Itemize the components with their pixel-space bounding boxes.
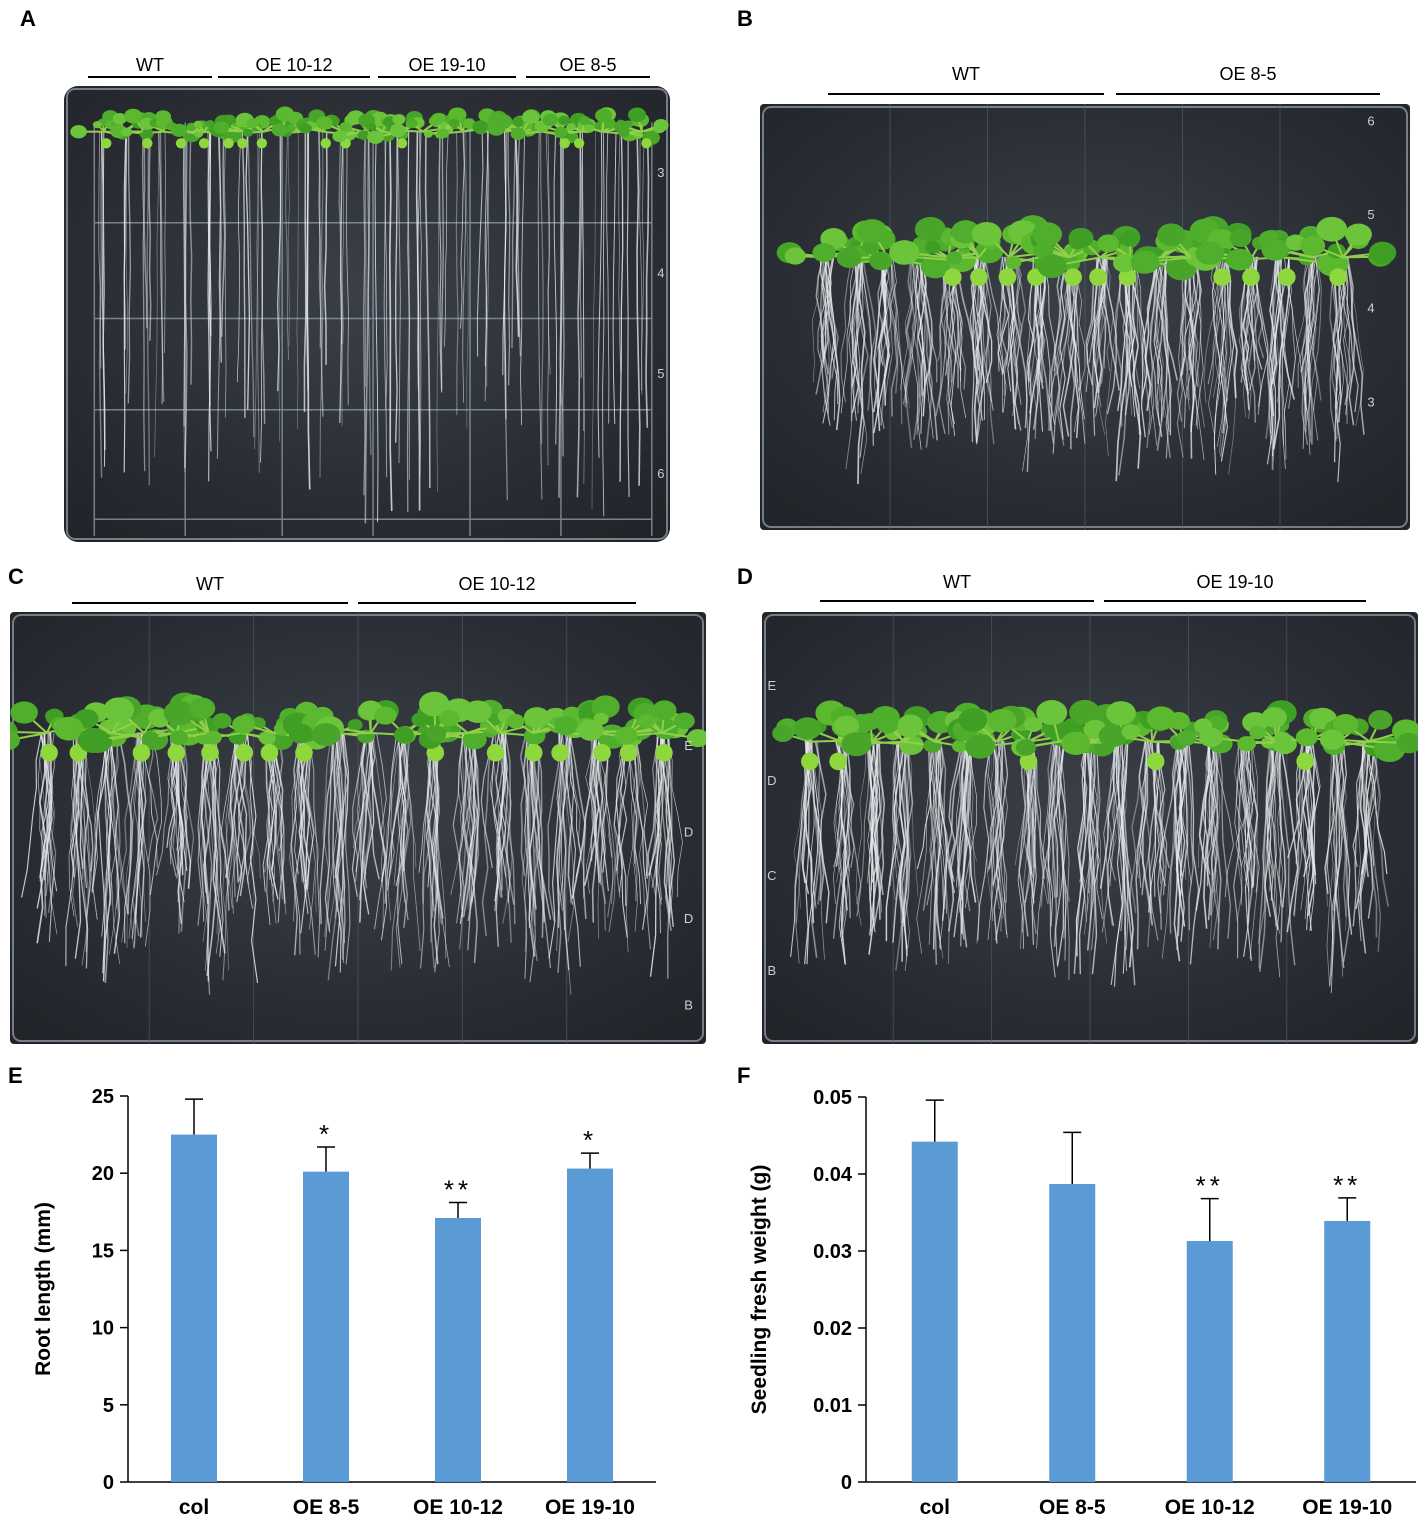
- panel-letter-d: D: [737, 564, 753, 590]
- panel-d-plate-photo: E D C B: [762, 612, 1418, 1044]
- ruler-mark: B: [684, 997, 693, 1012]
- ruler-mark: 3: [657, 165, 664, 180]
- panel-a-group-label-2: OE 10-12: [218, 55, 370, 76]
- ruler-mark: 6: [657, 466, 664, 481]
- bar: [912, 1142, 958, 1482]
- plate-background: [64, 86, 670, 542]
- error-bar: [185, 1099, 203, 1135]
- photo-b-svg: 6 5 4 3: [760, 104, 1410, 530]
- error-bar: [317, 1147, 335, 1172]
- significance-label: *: [583, 1125, 597, 1155]
- ruler-mark: E: [768, 678, 777, 693]
- x-tick-label: col: [179, 1496, 209, 1519]
- panel-b-group-line-1: [828, 93, 1104, 95]
- panel-d-group-label-1: WT: [820, 572, 1094, 593]
- panel-letter-c: C: [8, 564, 24, 590]
- panel-letter-a: A: [20, 6, 36, 32]
- error-bar: [1201, 1199, 1219, 1241]
- photo-d-svg: E D C B: [762, 612, 1418, 1044]
- panel-c-group-line-2: [358, 602, 636, 604]
- ruler-mark: D: [767, 773, 776, 788]
- bar: [435, 1218, 481, 1482]
- bar: [171, 1135, 217, 1482]
- panel-a-plate-photo: 3 4 5 6: [64, 86, 670, 542]
- y-tick-label: 25: [92, 1086, 114, 1108]
- y-tick-label: 20: [92, 1163, 114, 1185]
- error-bar: [926, 1100, 944, 1142]
- y-tick-label: 0: [103, 1472, 114, 1494]
- error-bar: [1338, 1198, 1356, 1221]
- ruler-mark: E: [684, 738, 693, 753]
- seedling-weight-chart: 0 0.01 0.02 0.03 0.04 0.05 Seedling fresh weig…: [700, 1060, 1418, 1524]
- panel-b-group-label-2: OE 8-5: [1116, 64, 1380, 85]
- panel-b-group-label-1: WT: [828, 64, 1104, 85]
- ruler-mark: D: [684, 911, 693, 926]
- chart-f-svg: 0 0.01 0.02 0.03 0.04 0.05 Seedling fresh weig…: [700, 1060, 1418, 1524]
- ruler-mark: 3: [1367, 394, 1374, 409]
- y-tick-label: 0.04: [813, 1164, 853, 1186]
- panel-a-group-label-4: OE 8-5: [526, 55, 650, 76]
- photo-a-svg: 3 4 5 6: [64, 86, 670, 542]
- ruler-mark: 5: [657, 366, 664, 381]
- bar: [1324, 1221, 1370, 1482]
- panel-a-group-line-1: [88, 76, 212, 78]
- y-tick-label: 10: [92, 1318, 114, 1340]
- y-tick-label: 0.01: [813, 1395, 852, 1417]
- significance-label: **: [1333, 1170, 1361, 1200]
- panel-letter-b: B: [737, 6, 753, 32]
- y-tick-label: 0: [841, 1472, 852, 1494]
- ruler-mark: D: [684, 825, 693, 840]
- significance-label: **: [1196, 1171, 1224, 1201]
- panel-c-group-label-2: OE 10-12: [358, 574, 636, 595]
- x-tick-label: OE 19-10: [1302, 1496, 1392, 1519]
- panel-b-group-line-2: [1116, 93, 1380, 95]
- ruler-mark: 5: [1367, 207, 1374, 222]
- chart-e-svg: 0 5 10 15 20 25 Root length (mm) col * OE 8-5 ** OE…: [0, 1060, 700, 1524]
- ruler-mark: 4: [657, 266, 664, 281]
- significance-label: *: [319, 1119, 333, 1149]
- x-tick-label: OE 8-5: [293, 1496, 360, 1519]
- y-axis-label: Root length (mm): [32, 1202, 55, 1376]
- root-length-chart: 0 5 10 15 20 25 Root length (mm) col * OE 8-5 ** OE…: [0, 1060, 700, 1524]
- photo-c-svg: B D D E: [10, 612, 706, 1044]
- panel-a-group-label-1: WT: [88, 55, 212, 76]
- panel-c-group-line-1: [72, 602, 348, 604]
- bar: [1187, 1241, 1233, 1482]
- error-bar: [581, 1153, 599, 1168]
- panel-a-group-label-3: OE 19-10: [378, 55, 516, 76]
- ruler-mark: 4: [1367, 301, 1374, 316]
- x-tick-label: OE 10-12: [413, 1496, 503, 1519]
- error-bar: [1063, 1132, 1081, 1184]
- panel-a-group-line-3: [378, 76, 516, 78]
- panel-d-group-line-2: [1104, 600, 1366, 602]
- ruler-mark: B: [768, 963, 777, 978]
- significance-label: **: [444, 1175, 472, 1205]
- error-bar: [449, 1203, 467, 1218]
- ruler-mark: 6: [1367, 113, 1374, 128]
- panel-d-group-label-2: OE 19-10: [1104, 572, 1366, 593]
- x-tick-label: OE 10-12: [1165, 1496, 1255, 1519]
- panel-d-group-line-1: [820, 600, 1094, 602]
- panel-a-group-line-2: [218, 76, 370, 78]
- y-tick-label: 0.05: [813, 1087, 852, 1109]
- bar: [303, 1172, 349, 1482]
- x-tick-label: col: [920, 1496, 950, 1519]
- x-tick-label: OE 19-10: [545, 1496, 635, 1519]
- panel-c-group-label-1: WT: [72, 574, 348, 595]
- panel-c-plate-photo: B D D E: [10, 612, 706, 1044]
- bar: [567, 1169, 613, 1482]
- y-axis-label: Seedling fresh weight (g): [748, 1165, 771, 1415]
- x-tick-label: OE 8-5: [1039, 1496, 1106, 1519]
- panel-a-group-line-4: [526, 76, 650, 78]
- y-tick-label: 0.03: [813, 1241, 852, 1263]
- ruler-mark: C: [767, 868, 776, 883]
- y-tick-label: 5: [103, 1395, 114, 1417]
- bar: [1049, 1184, 1095, 1482]
- y-tick-label: 15: [92, 1240, 114, 1262]
- y-tick-label: 0.02: [813, 1318, 852, 1340]
- panel-b-plate-photo: 6 5 4 3: [760, 104, 1410, 530]
